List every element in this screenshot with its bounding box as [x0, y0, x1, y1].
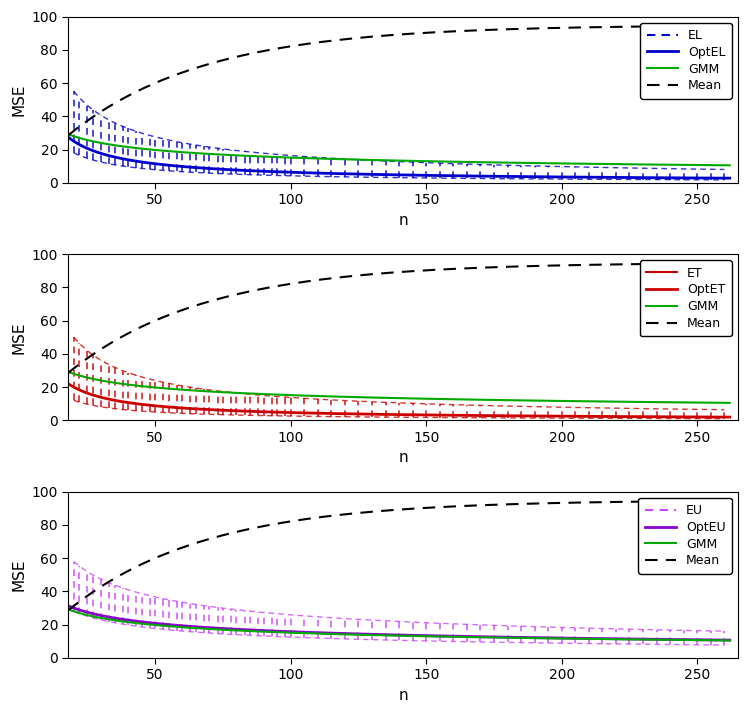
Y-axis label: MSE: MSE — [11, 558, 26, 591]
X-axis label: n: n — [398, 688, 408, 703]
Legend: ET, OptET, GMM, Mean: ET, OptET, GMM, Mean — [640, 261, 732, 336]
Y-axis label: MSE: MSE — [11, 321, 26, 353]
Legend: EL, OptEL, GMM, Mean: EL, OptEL, GMM, Mean — [640, 23, 732, 99]
Y-axis label: MSE: MSE — [11, 84, 26, 116]
X-axis label: n: n — [398, 213, 408, 228]
Legend: EU, OptEU, GMM, Mean: EU, OptEU, GMM, Mean — [638, 498, 732, 573]
X-axis label: n: n — [398, 451, 408, 466]
